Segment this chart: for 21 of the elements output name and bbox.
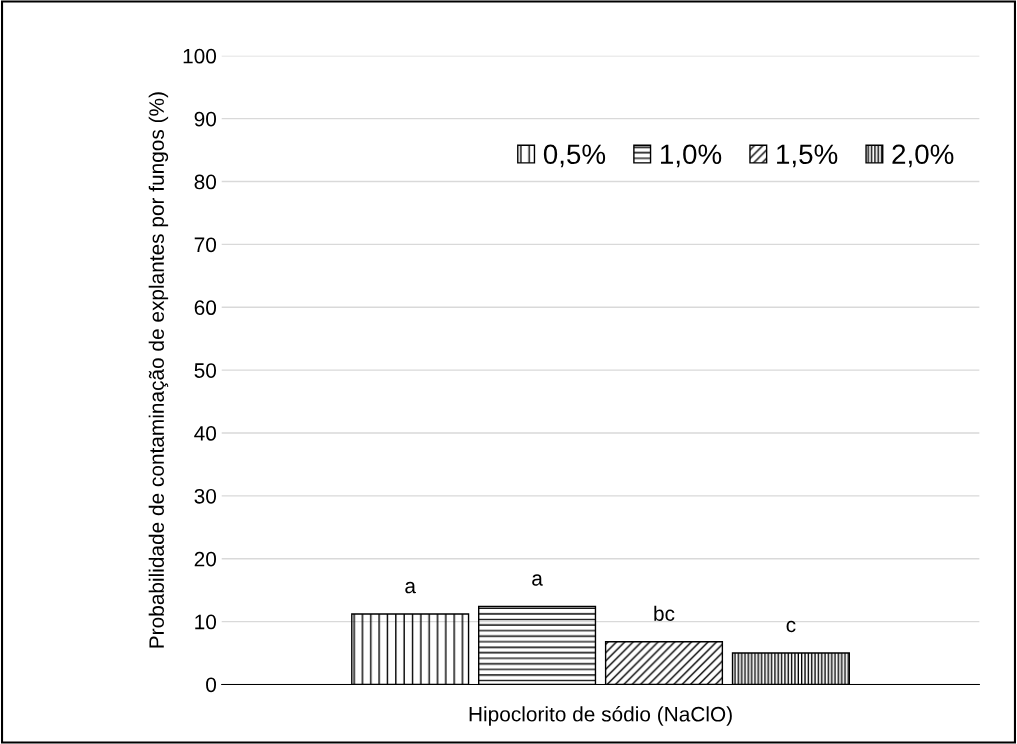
y-tick-label: 0 <box>206 677 217 693</box>
data-label: a <box>405 581 416 594</box>
y-tick-label: 70 <box>194 237 217 253</box>
y-tick-label: 60 <box>194 300 217 316</box>
y-tick-label: 40 <box>194 426 217 441</box>
y-tick-label: 90 <box>194 111 217 127</box>
x-axis-title: Hipoclorito de sódio (NaClO) <box>469 706 732 726</box>
legend-label: 0,5% <box>543 144 606 168</box>
y-tick-label: 50 <box>194 363 217 378</box>
data-label: c <box>786 620 796 633</box>
y-tick-label: 20 <box>194 551 217 567</box>
y-tick-label: 100 <box>183 48 217 64</box>
y-tick-label: 10 <box>195 614 217 630</box>
data-label: a <box>532 574 543 586</box>
data-label: bc <box>654 605 675 621</box>
y-tick-label: 80 <box>194 174 217 190</box>
y-tick-label: 30 <box>194 488 217 504</box>
legend-label: 1,0% <box>661 144 722 168</box>
y-axis-title: Probabilidade de contaminação de explantes por fungos (%) <box>148 92 169 648</box>
legend-label: 1,5% <box>777 144 838 168</box>
legend-label: 2,0% <box>892 144 954 168</box>
